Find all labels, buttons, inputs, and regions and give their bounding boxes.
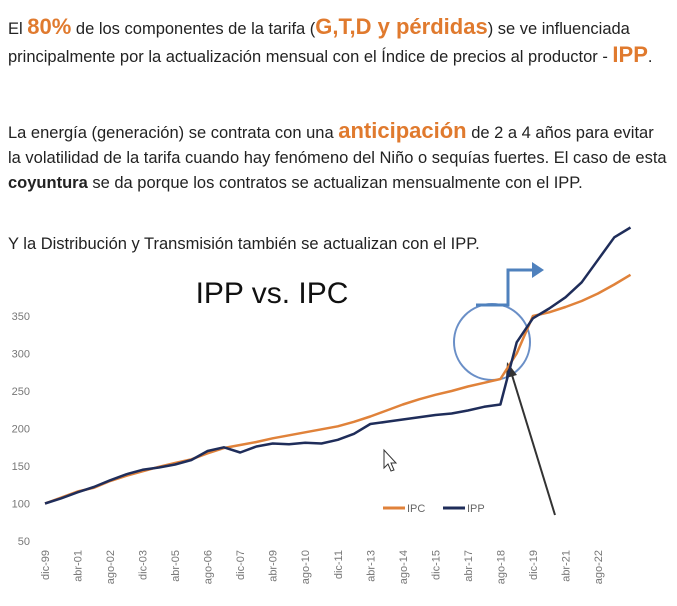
x-tick-label: abr-09 — [268, 550, 280, 582]
arrow-head — [532, 262, 544, 278]
x-tick-label: ago-14 — [398, 550, 410, 584]
series-line — [44, 226, 632, 505]
paragraph: La energía (generación) se contrata con … — [8, 118, 668, 196]
x-tick-label: ago-02 — [105, 550, 117, 584]
highlight: anticipación — [338, 118, 467, 143]
x-tick-label: dic-07 — [235, 550, 247, 580]
highlight: IPP — [612, 42, 648, 67]
y-tick-label: 100 — [12, 499, 30, 511]
paragraph: Y la Distribución y Transmisión también … — [8, 232, 668, 257]
paragraph: El 80% de los componentes de la tarifa (… — [8, 14, 668, 70]
y-tick-label: 50 — [18, 536, 30, 548]
text: La energía (generación) se contrata con … — [8, 124, 334, 142]
legend-label: IPP — [467, 503, 485, 515]
step-arrow — [476, 268, 532, 307]
x-tick-label: dic-15 — [430, 550, 442, 580]
text: . — [647, 48, 653, 66]
x-tick-label: ago-22 — [593, 550, 605, 584]
x-tick-label: abr-05 — [170, 550, 182, 582]
x-tick-label: abr-21 — [560, 550, 572, 582]
legend-label: IPC — [407, 503, 425, 515]
y-tick-label: 350 — [12, 311, 30, 323]
highlight: G,T,D y pérdidas — [315, 14, 488, 39]
x-tick-label: ago-06 — [203, 550, 215, 584]
x-tick-label: abr-17 — [463, 550, 475, 582]
y-tick-label: 200 — [12, 424, 30, 436]
x-tick-label: ago-18 — [495, 550, 507, 584]
x-tick-label: dic-99 — [40, 550, 52, 580]
pointer-arrow — [511, 374, 556, 516]
x-tick-label: dic-19 — [528, 550, 540, 580]
bold-text: coyuntura — [8, 174, 88, 192]
y-tick-label: 150 — [12, 461, 30, 473]
text: El — [8, 20, 23, 38]
text: Y la Distribución y Transmisión también … — [8, 235, 480, 253]
highlight: 80% — [27, 14, 72, 39]
chart-title: IPP vs. IPC — [196, 277, 349, 310]
series-line — [44, 273, 632, 505]
x-tick-label: dic-11 — [333, 550, 345, 579]
y-tick-label: 250 — [12, 386, 30, 398]
mouse-cursor — [383, 448, 398, 472]
highlight-circle — [453, 303, 531, 381]
x-tick-label: dic-03 — [138, 550, 150, 580]
x-tick-label: abr-13 — [365, 550, 377, 582]
text: ) se ve influenciada principalmente por … — [8, 20, 630, 66]
text: se da porque los contratos se actualizan… — [92, 174, 583, 192]
x-tick-label: abr-01 — [73, 550, 85, 582]
y-tick-label: 300 — [12, 349, 30, 361]
x-tick-label: ago-10 — [300, 550, 312, 584]
text: de los componentes de la tarifa ( — [75, 20, 316, 38]
text: de 2 a 4 años para evitar la volatilidad… — [8, 124, 667, 167]
